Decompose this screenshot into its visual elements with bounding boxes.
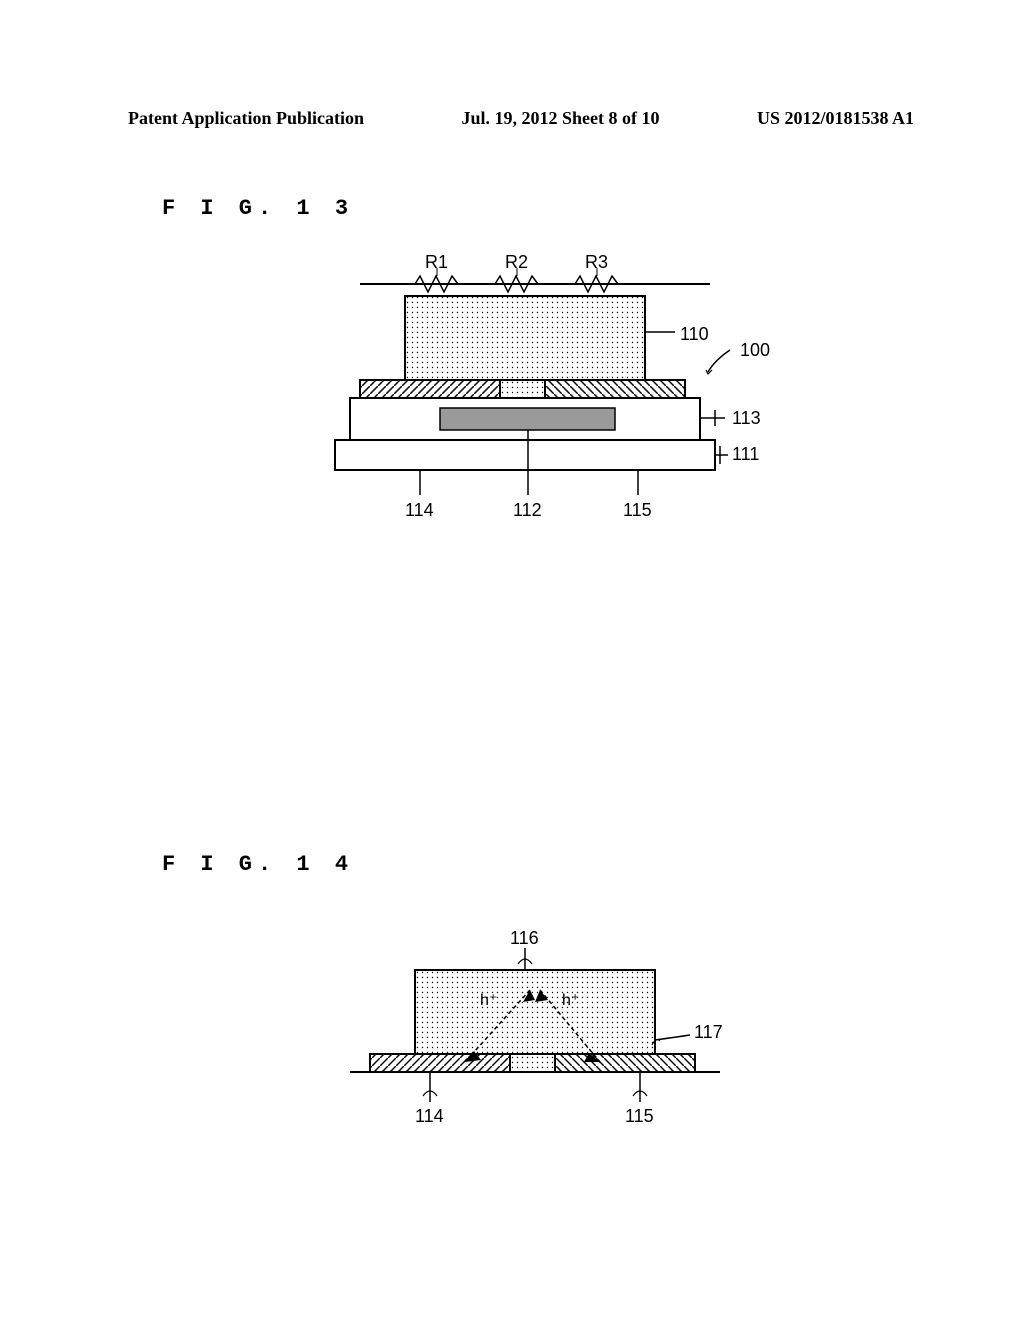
fig13-113: 113 bbox=[732, 408, 761, 429]
fig14-title: F I G. 1 4 bbox=[162, 852, 354, 877]
fig14-hplus-right: h⁺ bbox=[562, 990, 579, 1010]
fig13-115: 115 bbox=[623, 500, 652, 521]
fig14-114: 114 bbox=[415, 1106, 444, 1127]
header-center: Jul. 19, 2012 Sheet 8 of 10 bbox=[462, 108, 660, 129]
fig13-R3: R3 bbox=[585, 252, 608, 273]
fig14-115: 115 bbox=[625, 1106, 654, 1127]
fig14-116: 116 bbox=[510, 928, 539, 949]
fig13-112: 112 bbox=[513, 500, 542, 521]
fig13-114: 114 bbox=[405, 500, 434, 521]
fig13-100: 100 bbox=[740, 340, 770, 361]
fig14-diagram bbox=[340, 930, 780, 1160]
fig13-title: F I G. 1 3 bbox=[162, 196, 354, 221]
fig14-hplus-left: h⁺ bbox=[480, 990, 497, 1010]
fig13-R2: R2 bbox=[505, 252, 528, 273]
fig14-117: 117 bbox=[694, 1022, 723, 1043]
fig13-110: 110 bbox=[680, 324, 709, 345]
page-header: Patent Application Publication Jul. 19, … bbox=[0, 108, 1024, 129]
header-right: US 2012/0181538 A1 bbox=[757, 108, 914, 129]
fig13-R1: R1 bbox=[425, 252, 448, 273]
header-left: Patent Application Publication bbox=[128, 108, 364, 129]
fig13-diagram bbox=[330, 250, 810, 550]
fig13-111: 111 bbox=[732, 444, 759, 465]
